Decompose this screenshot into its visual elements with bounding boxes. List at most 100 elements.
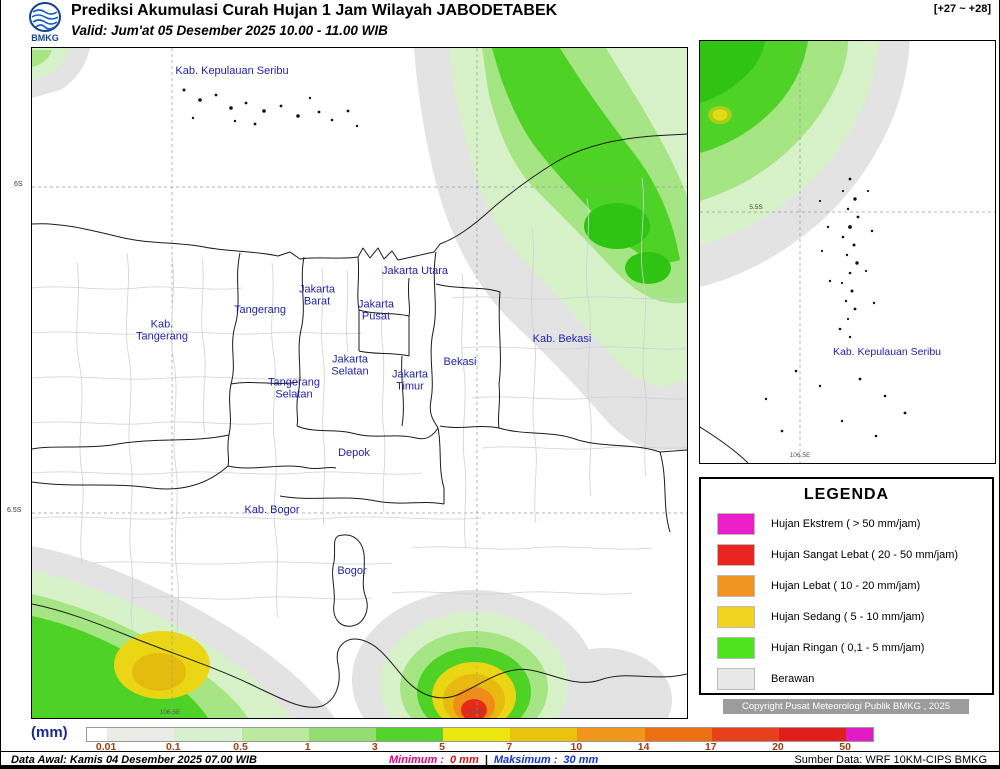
colorbar-segment — [778, 728, 847, 741]
inset-lon-label: 106.5E — [790, 452, 811, 459]
forecast-step-range: [+27 ~ +28] — [933, 3, 991, 15]
region-label-kab-bogor: Kab. Bogor — [244, 503, 300, 516]
region-label-kab-tangerang: Kab. Tangerang — [136, 318, 188, 343]
region-label-jakarta-barat: Jakarta Barat — [298, 283, 336, 308]
legend-swatch-sangat-lebat — [717, 544, 755, 566]
legend-label-ekstrem: Hujan Ekstrem ( > 50 mm/jam) — [771, 518, 921, 530]
legend-swatch-lebat — [717, 575, 755, 597]
legend-label-ringan: Hujan Ringan ( 0,1 - 5 mm/jam) — [771, 642, 925, 654]
legend-item-ekstrem: Hujan Ekstrem ( > 50 mm/jam) — [717, 513, 992, 535]
colorbar-tick: 7 — [506, 741, 513, 753]
colorbar-segment — [375, 728, 444, 741]
rainfall-overlay-main — [32, 48, 687, 718]
inset-region-label-kep-seribu: Kab. Kepulauan Seribu — [833, 346, 941, 359]
colorbar-unit: (mm) — [31, 724, 68, 741]
legend-item-sangat-lebat: Hujan Sangat Lebat ( 20 - 50 mm/jam) — [717, 544, 992, 566]
colorbar-segment — [107, 728, 175, 741]
colorbar-tick: 20 — [772, 741, 784, 753]
colorbar — [86, 727, 874, 742]
district-boundaries-main — [32, 133, 687, 708]
colorbar-segment — [644, 728, 712, 741]
bottom-bar — [1, 765, 999, 769]
region-label-jakarta-utara: Jakarta Utara — [381, 264, 449, 277]
colorbar-tick: 3 — [371, 741, 378, 753]
colorbar-tick: 17 — [704, 741, 717, 753]
legend-swatch-berawan — [717, 668, 755, 690]
legend-swatch-ekstrem — [717, 513, 755, 535]
colorbar-ticks: 0.01 0.1 0.5 1 3 5 7 10 14 17 20 50 — [86, 741, 872, 753]
legend-title: LEGENDA — [803, 486, 890, 503]
colorbar-tick: 5 — [439, 741, 445, 753]
inset-lat-label: 5.5S — [749, 204, 763, 211]
colorbar-tick: 50 — [839, 741, 851, 753]
colorbar-segment — [241, 728, 309, 741]
lat-label-6-5s: 6.5S — [7, 507, 22, 514]
region-label-tangerang: Tangerang — [234, 303, 286, 316]
maximum-value: 30 mm — [563, 754, 599, 766]
colorbar-segment — [308, 728, 376, 741]
rainfall-overlay-inset — [700, 41, 910, 287]
legend-panel: LEGENDA Hujan Ekstrem ( > 50 mm/jam) Huj… — [699, 477, 994, 695]
inset-map: 5.5S 106.5E Kab. Kepulauan Seribu — [699, 40, 996, 464]
region-label-bogor: Bogor — [337, 564, 367, 577]
coastline-inset — [700, 426, 749, 463]
colorbar-segment — [443, 728, 511, 741]
colorbar-segment — [174, 728, 242, 741]
islands-main — [182, 88, 359, 128]
legend-label-sedang: Hujan Sedang ( 5 - 10 mm/jam) — [771, 611, 925, 623]
lon-label-107e: 107E — [467, 709, 483, 716]
legend-swatch-ringan — [717, 637, 755, 659]
lon-label-106-5e: 106.5E — [160, 709, 181, 716]
colorbar-tick: 1 — [304, 741, 311, 753]
page-title: Prediksi Akumulasi Curah Hujan 1 Jam Wil… — [71, 2, 558, 19]
minmax-separator: | — [484, 754, 488, 766]
colorbar-segment — [510, 728, 578, 741]
legend-item-sedang: Hujan Sedang ( 5 - 10 mm/jam) — [717, 606, 992, 628]
copyright-strip: Copyright Pusat Meteorologi Publik BMKG … — [723, 699, 969, 714]
legend-item-berawan: Berawan — [717, 668, 992, 690]
islands-inset — [764, 177, 907, 438]
legend-label-sangat-lebat: Hujan Sangat Lebat ( 20 - 50 mm/jam) — [771, 549, 959, 561]
lat-label-6s: 6S — [14, 181, 23, 188]
footer-divider — [1, 751, 999, 752]
colorbar-tick: 0.5 — [233, 741, 248, 753]
region-label-bekasi: Bekasi — [443, 355, 477, 368]
legend-swatch-sedang — [717, 606, 755, 628]
region-label-jakarta-pusat: Jakarta Pusat — [357, 298, 395, 323]
colorbar-tick: 14 — [637, 741, 650, 753]
footer-data-awal: Data Awal: Kamis 04 Desember 2025 07.00 … — [11, 754, 257, 766]
legend-item-lebat: Hujan Lebat ( 10 - 20 mm/jam) — [717, 575, 992, 597]
colorbar-segment — [87, 728, 108, 741]
colorbar-tick: 0.01 — [95, 741, 117, 753]
maximum-label: Maksimum : — [493, 754, 558, 766]
colorbar-segment — [577, 728, 645, 741]
colorbar-segment — [846, 728, 873, 741]
colorbar-tick: 0.1 — [166, 741, 181, 753]
legend-item-ringan: Hujan Ringan ( 0,1 - 5 mm/jam) — [717, 637, 992, 659]
footer-minmax: Minimum : 0 mm | Maksimum : 30 mm — [389, 754, 598, 766]
main-map: 106.5E 107E Kab. Kepulauan Seribu Jakart… — [31, 47, 688, 719]
minimum-value: 0 mm — [450, 754, 479, 766]
colorbar-segment — [711, 728, 779, 741]
region-label-jakarta-timur: Jakarta Timur — [391, 368, 429, 393]
gridlines-main — [32, 48, 687, 718]
region-label-tangerang-selatan: Tangerang Selatan — [268, 376, 320, 401]
region-label-jakarta-selatan: Jakarta Selatan — [331, 353, 369, 378]
region-label-kab-bekasi: Kab. Bekasi — [532, 332, 592, 345]
bmkg-logo-icon — [29, 2, 61, 32]
subdistrict-boundaries — [32, 177, 687, 641]
legend-label-lebat: Hujan Lebat ( 10 - 20 mm/jam) — [771, 580, 921, 592]
main-map-canvas: 106.5E 107E — [32, 48, 687, 718]
gridlines-inset — [700, 41, 995, 463]
bmkg-logo-text: BMKG — [31, 33, 59, 43]
colorbar-tick: 10 — [570, 741, 583, 753]
inset-map-canvas: 5.5S 106.5E — [700, 41, 995, 463]
coastline — [32, 133, 687, 261]
footer-source: Sumber Data: WRF 10KM-CIPS BMKG — [794, 754, 987, 766]
legend-label-berawan: Berawan — [771, 673, 815, 685]
minimum-label: Minimum : — [389, 754, 444, 766]
region-label-kep-seribu: Kab. Kepulauan Seribu — [175, 64, 289, 77]
bmkg-logo: BMKG — [25, 1, 65, 47]
valid-datetime: Valid: Jum'at 05 Desember 2025 10.00 - 1… — [71, 23, 388, 38]
